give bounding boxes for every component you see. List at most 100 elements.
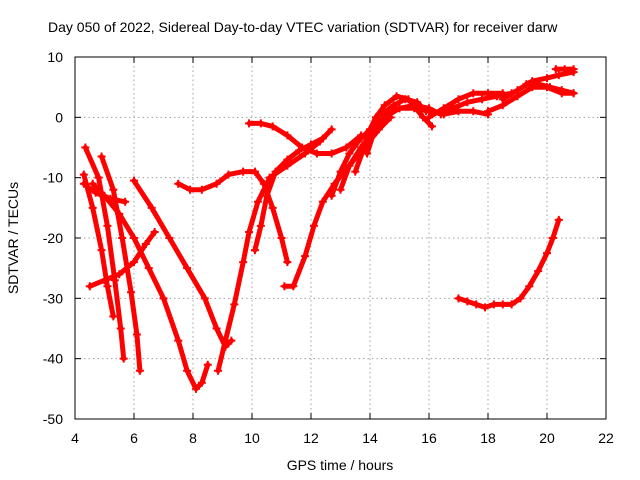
data-point-marker xyxy=(404,95,413,104)
data-point-marker xyxy=(371,113,380,122)
data-point-marker xyxy=(543,249,551,258)
data-point-marker xyxy=(100,276,109,285)
data-point-marker xyxy=(548,234,557,242)
data-point-marker xyxy=(327,191,336,200)
data-point-marker xyxy=(130,176,138,185)
data-point-marker xyxy=(100,191,109,200)
data-point-marker xyxy=(116,324,125,333)
data-point-marker xyxy=(534,267,543,276)
data-point-marker xyxy=(183,264,192,273)
data-point-marker xyxy=(309,221,318,230)
data-point-marker xyxy=(522,80,531,89)
data-point-marker xyxy=(554,71,563,80)
data-point-marker xyxy=(268,122,277,131)
data-point-marker xyxy=(478,95,487,104)
data-point-marker xyxy=(271,167,280,176)
data-point-marker xyxy=(88,203,97,212)
data-point-marker xyxy=(230,300,239,309)
data-point-marker xyxy=(469,89,478,98)
x-tick-label: 10 xyxy=(244,430,260,446)
data-point-marker xyxy=(130,258,138,267)
data-point-marker xyxy=(507,300,516,309)
data-point-marker xyxy=(454,95,463,104)
data-point-marker xyxy=(132,330,141,339)
series-line xyxy=(215,126,335,374)
series-track-10 xyxy=(250,134,327,255)
data-point-marker xyxy=(336,167,345,176)
data-point-marker xyxy=(472,300,481,309)
data-point-marker xyxy=(392,92,401,101)
series-track-5 xyxy=(88,179,212,393)
data-point-marker xyxy=(454,294,463,303)
data-point-marker xyxy=(427,122,436,131)
series-track-6 xyxy=(85,227,159,291)
data-point-marker xyxy=(374,119,383,128)
data-point-marker xyxy=(119,354,128,363)
x-tick-label: 18 xyxy=(480,430,496,446)
series-line xyxy=(456,217,562,310)
data-point-marker xyxy=(463,297,472,306)
series-track-22 xyxy=(551,65,578,74)
x-axis-label: GPS time / hours xyxy=(287,457,394,473)
data-point-marker xyxy=(174,336,183,345)
data-point-marker xyxy=(439,104,448,113)
chart-title: Day 050 of 2022, Sidereal Day-to-day VTE… xyxy=(48,19,558,35)
data-point-marker xyxy=(165,234,174,242)
data-point-marker xyxy=(245,119,254,128)
data-point-marker xyxy=(318,197,327,206)
data-point-marker xyxy=(79,179,88,188)
data-point-marker xyxy=(489,300,498,309)
x-tick-label: 4 xyxy=(71,430,79,446)
data-point-marker xyxy=(81,143,90,152)
data-point-marker xyxy=(115,270,124,279)
y-tick-label: -20 xyxy=(43,230,63,246)
data-point-marker xyxy=(200,294,209,303)
series-line xyxy=(246,120,364,156)
data-point-marker xyxy=(380,101,389,110)
data-point-marker xyxy=(79,170,88,179)
series-line xyxy=(252,135,326,253)
data-point-marker xyxy=(327,125,336,134)
data-point-marker xyxy=(103,221,112,230)
data-point-marker xyxy=(327,149,336,158)
data-point-marker xyxy=(135,366,144,375)
data-point-marker xyxy=(97,152,106,161)
data-point-marker xyxy=(221,336,230,345)
data-point-marker xyxy=(463,98,472,107)
data-point-marker xyxy=(345,149,354,158)
x-tick-label: 22 xyxy=(598,430,614,446)
data-point-marker xyxy=(130,234,138,242)
data-point-marker xyxy=(345,161,354,170)
data-point-marker xyxy=(569,89,578,98)
data-point-marker xyxy=(115,209,124,218)
data-point-marker xyxy=(256,221,265,230)
data-point-marker xyxy=(543,74,551,83)
y-axis-label: SDTVAR / TECUs xyxy=(5,182,21,294)
data-point-marker xyxy=(280,282,289,291)
data-point-marker xyxy=(569,65,578,74)
data-point-marker xyxy=(336,185,345,194)
data-point-marker xyxy=(342,143,351,152)
data-point-marker xyxy=(121,197,130,206)
data-point-marker xyxy=(498,95,507,104)
data-point-marker xyxy=(283,258,292,267)
data-point-marker xyxy=(224,170,233,179)
x-tick-label: 6 xyxy=(130,430,138,446)
x-tick-label: 20 xyxy=(539,430,555,446)
data-point-marker xyxy=(554,215,563,224)
data-point-marker xyxy=(516,294,525,303)
data-point-marker xyxy=(481,303,490,312)
data-point-marker xyxy=(454,107,463,116)
data-point-marker xyxy=(253,197,262,206)
data-point-marker xyxy=(147,203,156,212)
data-point-marker xyxy=(351,167,360,176)
data-point-marker xyxy=(534,80,543,89)
data-point-marker xyxy=(525,282,534,291)
data-point-marker xyxy=(560,65,569,74)
data-point-marker xyxy=(283,131,292,140)
series-track-17 xyxy=(380,89,516,122)
series-track-23 xyxy=(454,215,563,312)
data-point-marker xyxy=(239,167,248,176)
data-point-marker xyxy=(551,65,560,74)
